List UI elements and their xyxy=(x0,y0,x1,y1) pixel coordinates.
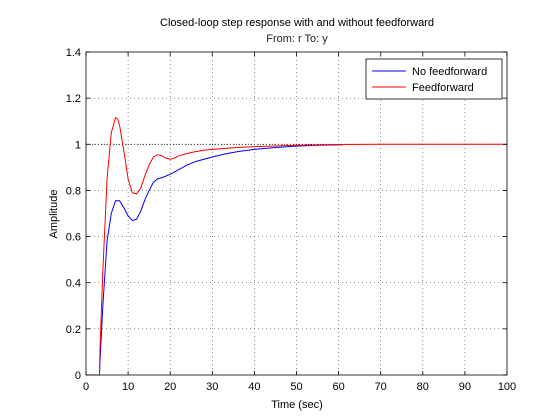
legend-label-2: Feedforward xyxy=(412,82,474,94)
legend-box xyxy=(365,58,503,100)
series-line-2 xyxy=(86,117,507,376)
x-tick-label: 90 xyxy=(459,381,471,393)
y-tick-label: 1.2 xyxy=(66,93,81,105)
grid-lines xyxy=(86,52,507,375)
y-tick-label: 0.2 xyxy=(66,324,81,336)
y-tick-label: 0.8 xyxy=(66,185,81,197)
x-tick-label: 40 xyxy=(248,381,260,393)
axes-group xyxy=(85,51,508,376)
y-axis-label: Amplitude xyxy=(48,190,60,239)
y-tick-label: 1.4 xyxy=(66,47,81,59)
y-tick-label: 0.4 xyxy=(66,278,81,290)
x-tick-label: 10 xyxy=(122,381,134,393)
y-tick-label: 0.6 xyxy=(66,232,81,244)
x-tick-label: 30 xyxy=(206,381,218,393)
legend-label-1: No feedforward xyxy=(412,66,487,78)
chart-title: Closed-loop step response with and witho… xyxy=(160,17,434,29)
y-tick-label: 1 xyxy=(75,139,81,151)
chart-subtitle: From: r To: y xyxy=(266,33,328,45)
y-tick-label: 0 xyxy=(75,370,81,382)
x-tick-label: 100 xyxy=(498,381,516,393)
x-tick-label: 80 xyxy=(417,381,429,393)
x-tick-label: 70 xyxy=(375,381,387,393)
x-tick-label: 20 xyxy=(164,381,176,393)
series-line-1 xyxy=(86,144,343,376)
x-tick-label: 0 xyxy=(83,381,89,393)
legend: No feedforward Feedforward xyxy=(365,58,503,100)
series-group xyxy=(86,117,507,376)
tick-labels: 0 10 20 30 40 50 60 70 80 90 100 0 0.2 0.4 0.6 0.8 1 1.2 1… xyxy=(66,47,516,393)
x-tick-label: 50 xyxy=(290,381,302,393)
x-axis-label: Time (sec) xyxy=(271,399,323,411)
x-tick-label: 60 xyxy=(332,381,344,393)
